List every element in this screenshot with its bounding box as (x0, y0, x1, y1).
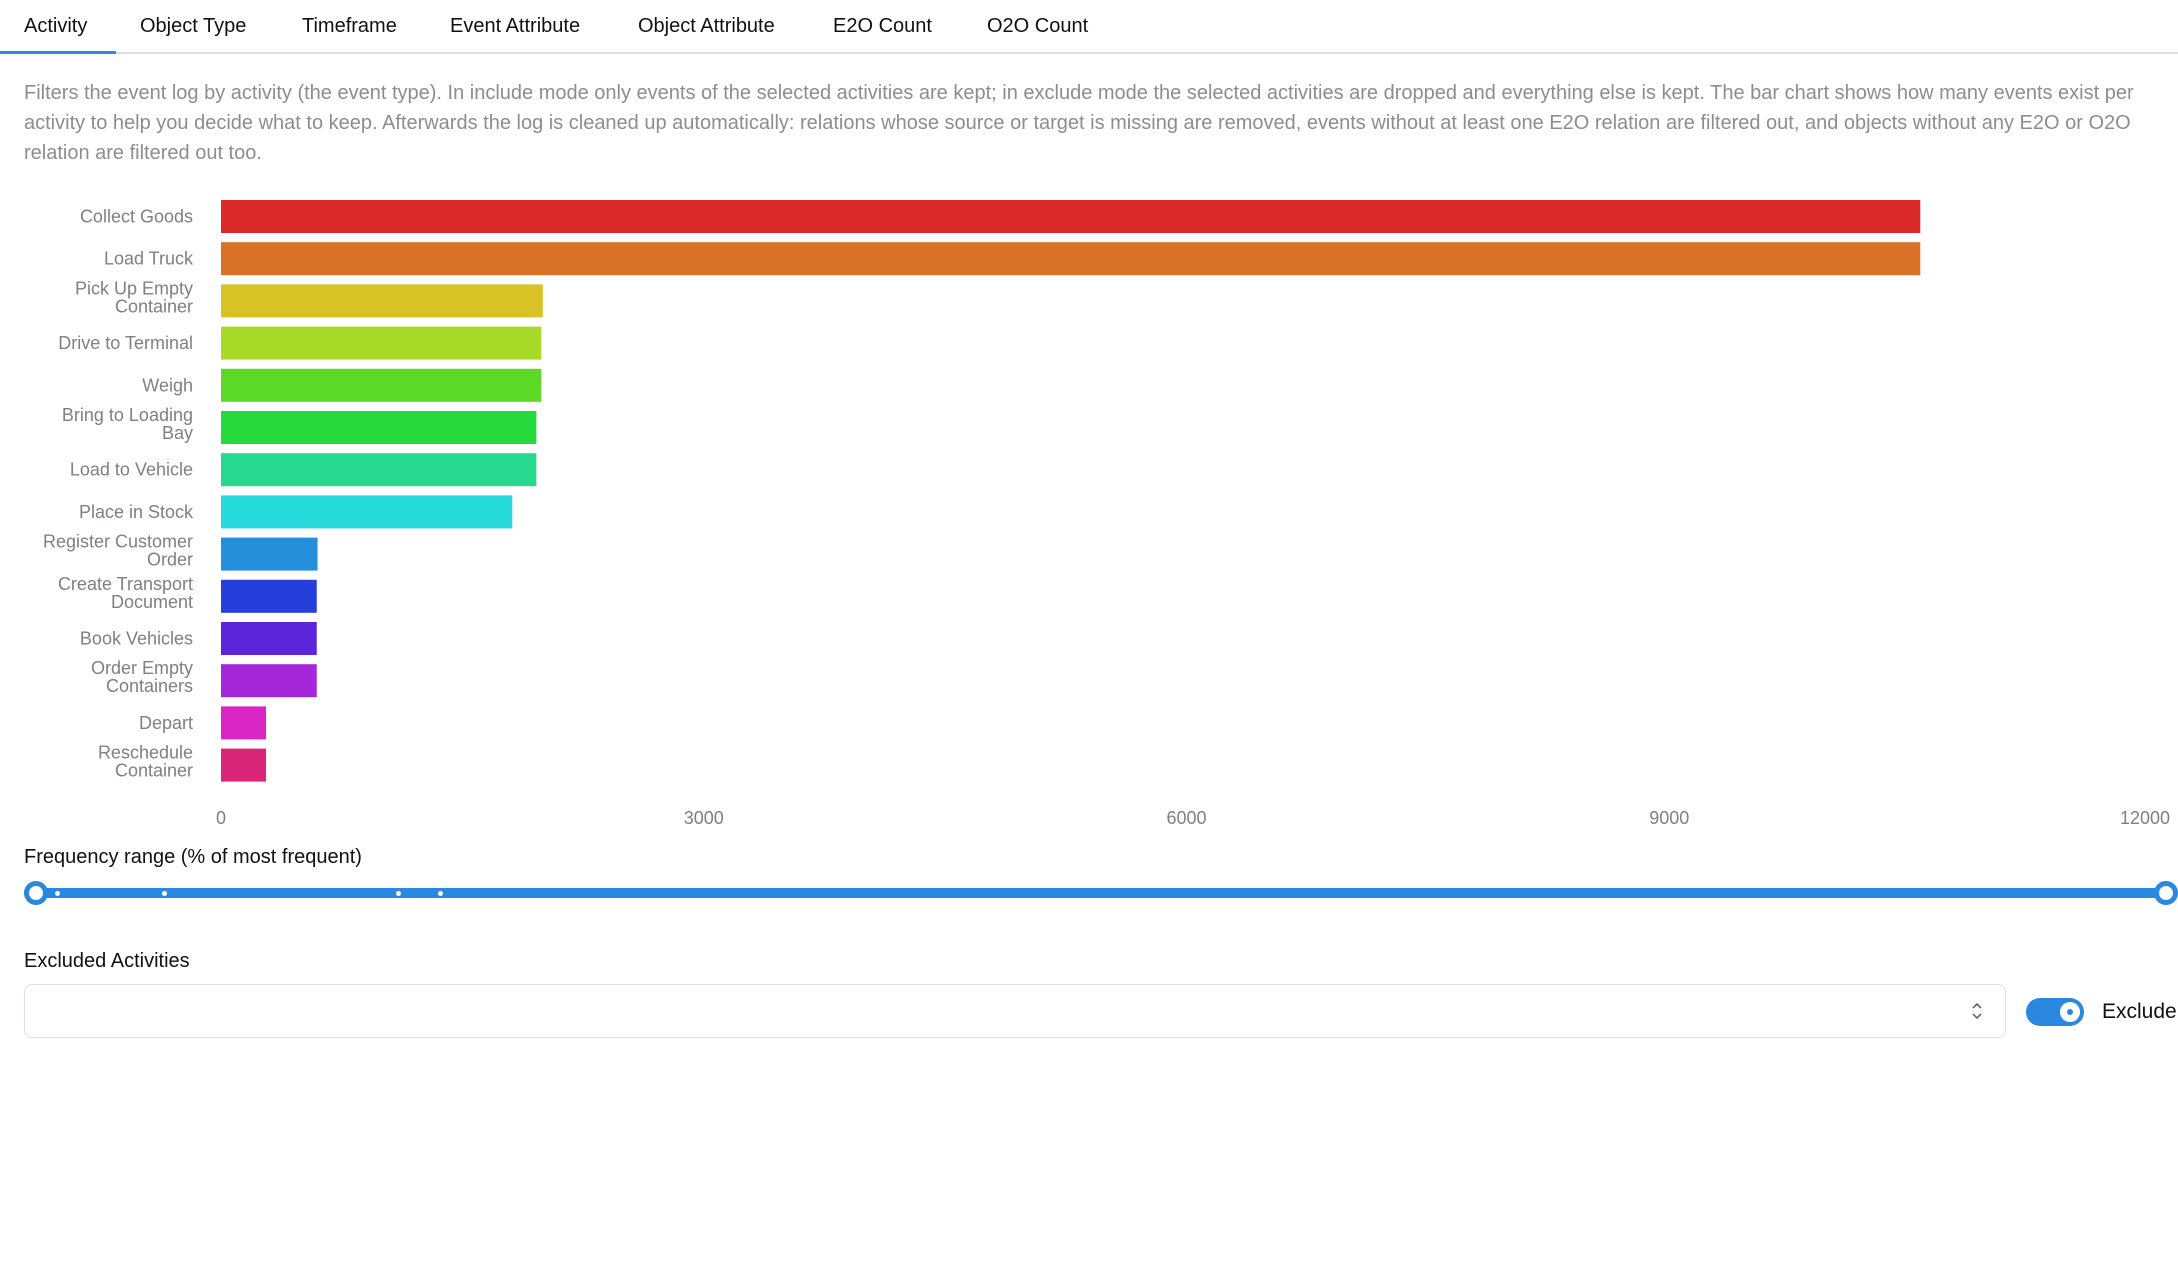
active-tab-indicator (0, 51, 116, 54)
bar-register-customer-order[interactable] (221, 537, 318, 571)
excluded-activities-label: Excluded Activities (24, 950, 190, 972)
bar-pick-up-empty-container[interactable] (221, 284, 543, 318)
slider-max-thumb[interactable] (2154, 881, 2178, 905)
frequency-range-label: Frequency range (% of most frequent) (24, 846, 362, 868)
exclude-mode-label: Exclude (2102, 1000, 2177, 1023)
bar-collect-goods[interactable] (221, 200, 1921, 233)
slider-mark (438, 891, 443, 896)
x-tick-label: 12000 (2120, 808, 2170, 828)
y-tick-label: Drive to Terminal (58, 333, 193, 353)
bar-bring-to-loading-bay[interactable] (221, 411, 537, 444)
bar-depart[interactable] (221, 706, 267, 740)
tab-o2o-count[interactable]: O2O Count (987, 15, 1089, 37)
y-tick-label: Reschedule Container (98, 743, 193, 781)
bar-load-to-vehicle[interactable] (221, 453, 537, 487)
tab-object-type[interactable]: Object Type (140, 15, 247, 37)
x-tick-label: 0 (216, 808, 226, 828)
bar-place-in-stock[interactable] (221, 495, 513, 529)
tab-timeframe[interactable]: Timeframe (302, 15, 397, 37)
slider-min-thumb[interactable] (24, 881, 48, 905)
tab-event-attribute[interactable]: Event Attribute (450, 15, 581, 37)
y-tick-label: Create Transport Document (58, 574, 193, 612)
filter-description: Filters the event log by activity (the e… (24, 82, 2134, 164)
x-tick-label: 3000 (684, 808, 724, 828)
bar-weigh[interactable] (221, 368, 542, 402)
y-tick-label: Book Vehicles (80, 629, 193, 649)
tab-activity[interactable]: Activity (24, 15, 88, 37)
tab-object-attribute[interactable]: Object Attribute (638, 15, 775, 37)
toggle-knob (2060, 1002, 2080, 1022)
bar-load-truck[interactable] (221, 242, 1921, 276)
bar-reschedule-container[interactable] (221, 748, 267, 782)
frequency-range-slider[interactable] (24, 876, 2178, 910)
activity-frequency-chart: Collect Goods Load Truck Pick Up Empty Cont… (43, 200, 2170, 828)
slider-track[interactable] (36, 888, 2166, 898)
y-tick-label: Load to Vehicle (70, 460, 193, 480)
bar-book-vehicles[interactable] (221, 622, 317, 655)
x-tick-label: 9000 (1649, 808, 1689, 828)
exclude-mode-toggle[interactable] (2026, 998, 2084, 1026)
bar-order-empty-containers[interactable] (221, 664, 317, 698)
select-chevron-icon (1972, 1002, 1982, 1020)
slider-mark (396, 891, 401, 896)
y-tick-label: Weigh (142, 375, 193, 395)
y-tick-label: Order Empty Containers (91, 658, 193, 696)
slider-mark (55, 891, 60, 896)
excluded-activities-select[interactable] (24, 984, 2006, 1038)
slider-mark (162, 891, 167, 896)
y-tick-label: Depart (139, 713, 193, 733)
y-tick-label: Pick Up Empty Container (75, 278, 193, 316)
y-tick-label: Register Customer Order (43, 532, 193, 570)
filter-tabs: Activity Object Type Timeframe Event Att… (0, 0, 2178, 54)
tab-e2o-count[interactable]: E2O Count (833, 15, 932, 37)
bar-create-transport-document[interactable] (221, 579, 317, 613)
y-tick-label: Place in Stock (79, 502, 194, 522)
y-tick-label: Collect Goods (80, 207, 193, 227)
y-tick-label: Bring to Loading Bay (62, 405, 193, 443)
y-tick-label: Load Truck (104, 249, 194, 269)
bar-drive-to-terminal[interactable] (221, 326, 542, 360)
x-tick-label: 6000 (1166, 808, 1206, 828)
